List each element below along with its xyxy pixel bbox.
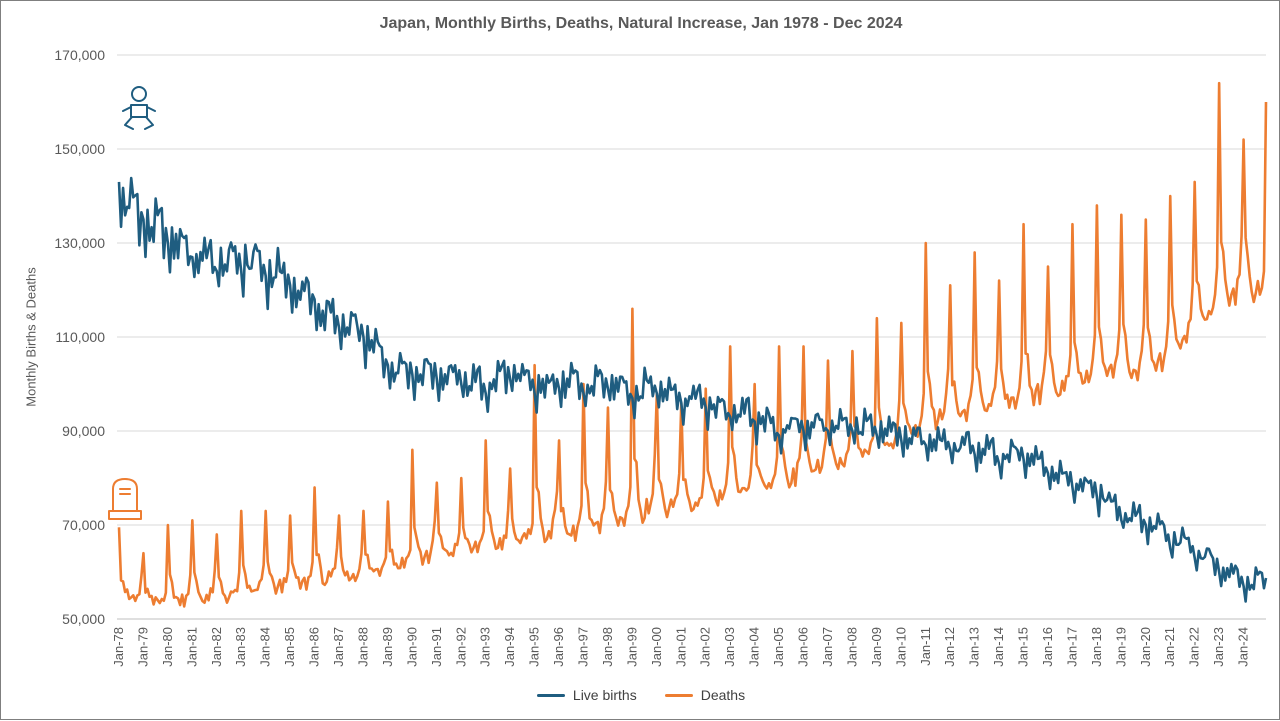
x-tick-label: Jan-81: [184, 627, 199, 667]
x-tick-label: Jan-19: [1113, 627, 1128, 667]
x-tick-label: Jan-86: [307, 627, 322, 667]
x-tick-label: Jan-79: [135, 627, 150, 667]
y-tick-label: 130,000: [54, 235, 105, 251]
x-tick-label: Jan-07: [820, 627, 835, 667]
x-tick-label: Jan-17: [1064, 627, 1079, 667]
legend-item-deaths: Deaths: [664, 687, 746, 703]
x-tick-label: Jan-21: [1162, 627, 1177, 667]
tombstone-icon: [108, 478, 142, 520]
x-tick-label: Jan-24: [1236, 627, 1251, 667]
x-tick-label: Jan-06: [796, 627, 811, 667]
y-tick-label: 70,000: [62, 517, 105, 533]
y-tick-label: 170,000: [54, 47, 105, 63]
legend-item-births: Live births: [536, 687, 637, 703]
x-tick-label: Jan-01: [673, 627, 688, 667]
y-tick-label: 110,000: [55, 329, 105, 345]
x-tick-label: Jan-15: [1016, 627, 1031, 667]
x-tick-label: Jan-91: [429, 627, 444, 667]
x-tick-label: Jan-00: [649, 627, 664, 667]
x-tick-label: Jan-14: [991, 627, 1006, 667]
x-tick-label: Jan-96: [551, 627, 566, 667]
x-tick-label: Jan-82: [209, 627, 224, 667]
x-tick-label: Jan-93: [478, 627, 493, 667]
x-tick-label: Jan-88: [355, 627, 370, 667]
x-tick-label: Jan-12: [942, 627, 957, 667]
x-tick-label: Jan-98: [600, 627, 615, 667]
chart-title: Japan, Monthly Births, Deaths, Natural I…: [379, 15, 903, 32]
x-tick-label: Jan-84: [258, 627, 273, 667]
x-tick-label: Jan-89: [380, 627, 395, 667]
x-tick-labels: Jan-78 Jan-79 Jan-80 Jan-81 Jan-82 Jan-83 Jan-…: [111, 627, 1251, 667]
x-tick-label: Jan-18: [1089, 627, 1104, 667]
x-tick-label: Jan-16: [1040, 627, 1055, 667]
baby-icon: [122, 86, 156, 130]
x-tick-label: Jan-10: [893, 627, 908, 667]
series-lines: [117, 81, 1268, 608]
y-tick-labels: 50,000 70,000 90,000 110,000 130,000 150,000 1…: [54, 47, 105, 627]
x-tick-label: Jan-20: [1138, 627, 1153, 667]
x-tick-label: Jan-13: [967, 627, 982, 667]
x-tick-label: Jan-87: [331, 627, 346, 667]
legend-swatch-deaths: [664, 693, 693, 697]
x-tick-label: Jan-83: [233, 627, 248, 667]
y-tick-label: 150,000: [54, 141, 105, 157]
legend-label-births: Live births: [572, 687, 637, 703]
live-births-line: [117, 176, 1268, 603]
y-tick-label: 90,000: [62, 423, 105, 439]
y-tick-label: 50,000: [62, 611, 105, 627]
x-tick-label: Jan-85: [282, 627, 297, 667]
x-tick-label: Jan-04: [747, 627, 762, 667]
x-tick-label: Jan-11: [918, 627, 933, 666]
x-tick-label: Jan-02: [698, 627, 713, 667]
x-tick-label: Jan-94: [502, 627, 517, 667]
x-tick-label: Jan-97: [576, 627, 591, 667]
x-tick-label: Jan-95: [527, 627, 542, 667]
x-tick-label: Jan-03: [722, 627, 737, 667]
x-tick-label: Jan-99: [624, 627, 639, 667]
legend: Live births Deaths: [1, 687, 1280, 703]
x-tick-label: Jan-78: [111, 627, 126, 667]
x-tick-label: Jan-90: [404, 627, 419, 667]
x-tick-label: Jan-08: [844, 627, 859, 667]
x-tick-label: Jan-92: [453, 627, 468, 667]
legend-swatch-births: [536, 693, 565, 697]
x-tick-label: Jan-09: [869, 627, 884, 667]
x-tick-label: Jan-22: [1187, 627, 1202, 667]
legend-label-deaths: Deaths: [700, 687, 746, 703]
x-tick-label: Jan-05: [771, 627, 786, 667]
deaths-line: [117, 81, 1268, 608]
x-tick-label: Jan-23: [1211, 627, 1226, 667]
x-tick-label: Jan-80: [160, 627, 175, 667]
